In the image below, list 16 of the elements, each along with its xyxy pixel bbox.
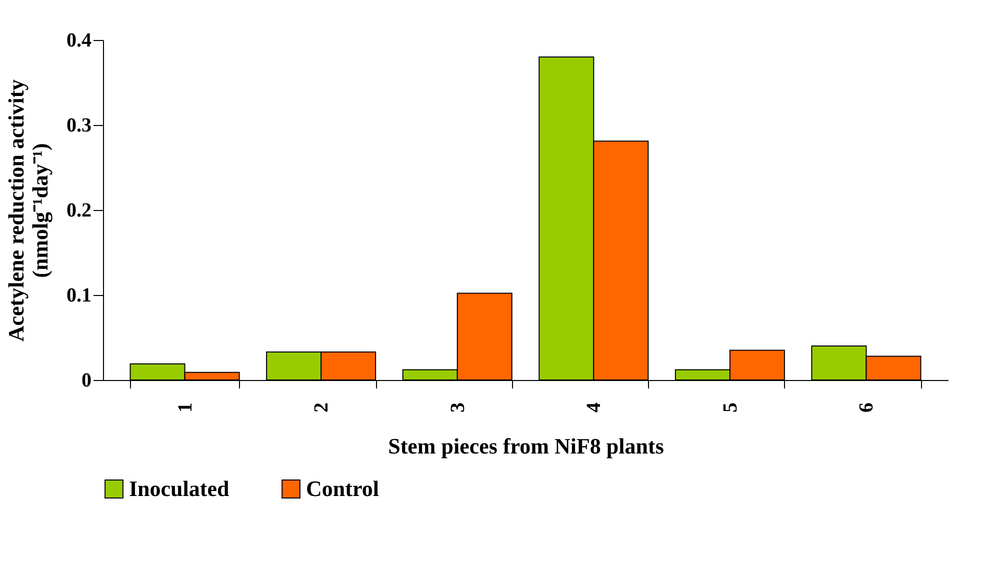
x-tick-label: 1 — [174, 402, 196, 412]
legend-label: Inoculated — [129, 476, 230, 501]
text: (nmolg⁻¹day⁻¹) — [28, 143, 52, 278]
y-tick-label: 0.3 — [66, 114, 92, 136]
legend-label: Control — [306, 476, 379, 501]
x-tick-label: 3 — [446, 402, 469, 412]
y-tick-label: 0.1 — [66, 284, 92, 306]
text: Acetylene reduction activity — [4, 79, 28, 342]
x-tick-label: 4 — [583, 402, 606, 412]
x-tick-label: 5 — [719, 402, 742, 412]
y-tick-label: 0.4 — [66, 30, 92, 52]
y-tick-label: 0.2 — [66, 200, 92, 222]
y-tick-label: 0 — [82, 370, 92, 392]
x-tick-label: 2 — [310, 402, 333, 412]
x-tick-label: 6 — [856, 402, 878, 412]
x-axis-title: Stem pieces from NiF8 plants — [388, 434, 664, 458]
